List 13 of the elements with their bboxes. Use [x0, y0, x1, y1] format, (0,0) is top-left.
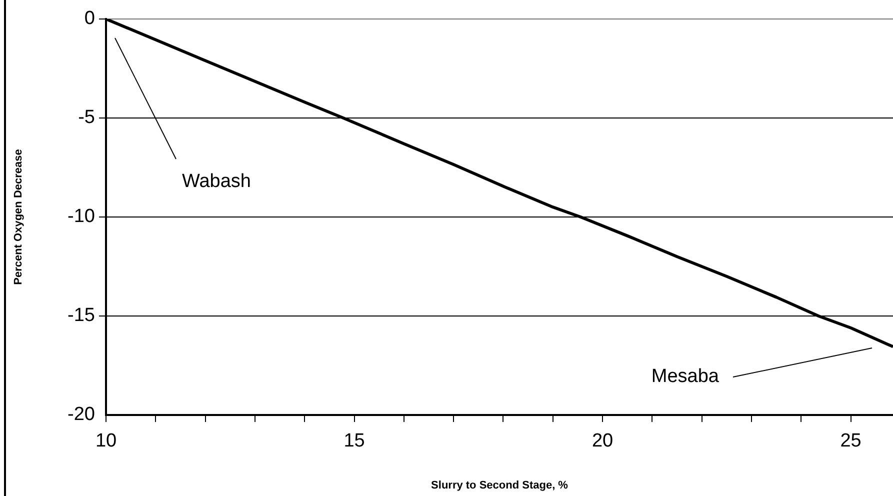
x-tick-label: 15	[344, 430, 365, 452]
annotation: Wabash	[182, 171, 251, 192]
annotation: Mesaba	[651, 366, 720, 388]
x-tick-label: 10	[95, 430, 117, 452]
x-tick-label: 20	[592, 430, 614, 452]
y-axis-title: Percent Oxygen Decrease	[12, 149, 25, 285]
y-tick-label: -15	[68, 305, 95, 326]
y-tick-label: -10	[68, 206, 95, 228]
y-tick-label: 0	[84, 8, 95, 30]
x-tick-label: 25	[840, 430, 862, 452]
y-tick-label: -20	[68, 404, 95, 426]
y-tick-label: -5	[78, 107, 95, 128]
x-axis-title: Slurry to Second Stage, %	[431, 479, 568, 492]
